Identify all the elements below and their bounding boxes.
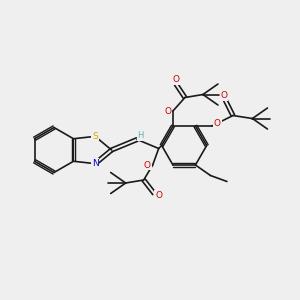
Text: O: O bbox=[144, 160, 151, 169]
Text: O: O bbox=[155, 190, 162, 200]
Text: O: O bbox=[220, 91, 227, 100]
Text: N: N bbox=[92, 159, 98, 168]
Text: O: O bbox=[214, 119, 221, 128]
Text: S: S bbox=[92, 132, 98, 141]
Text: H: H bbox=[137, 131, 144, 140]
Text: O: O bbox=[172, 75, 179, 84]
Text: O: O bbox=[164, 106, 171, 116]
